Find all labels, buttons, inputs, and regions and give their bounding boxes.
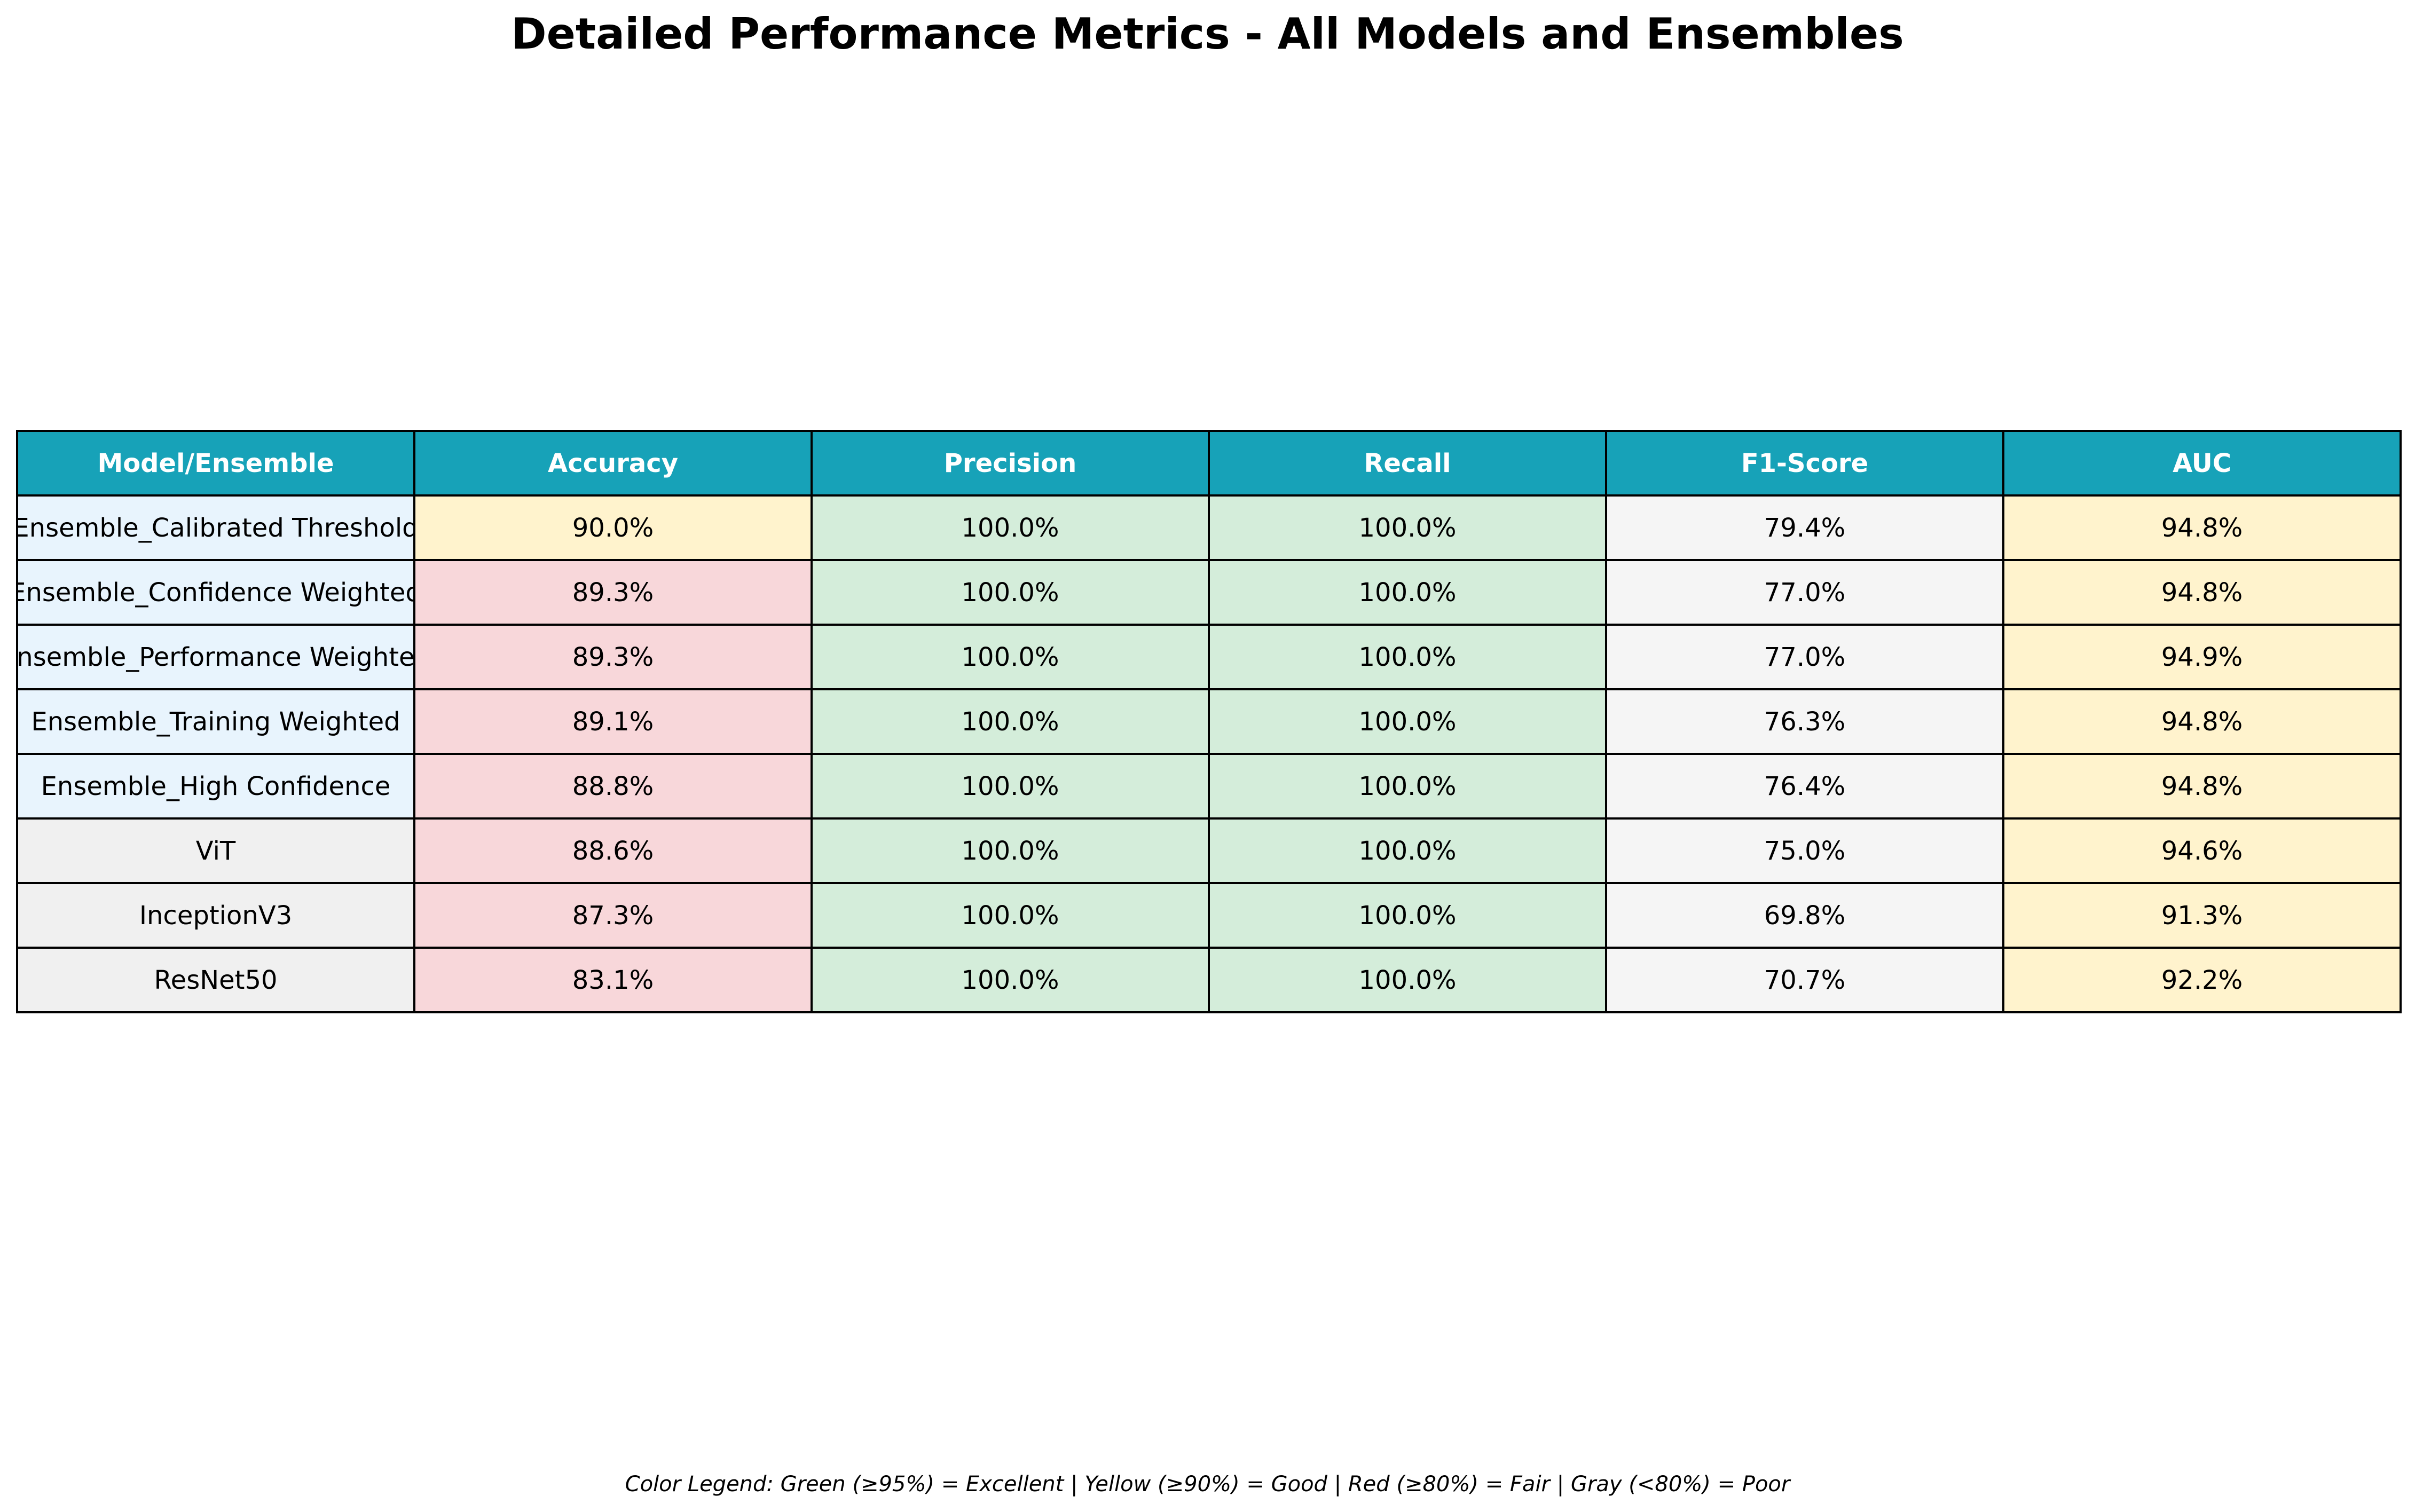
auc-cell: 94.9% [2002,624,2402,690]
accuracy-cell: 83.1% [413,947,813,1013]
metrics-table: Model/Ensemble Accuracy Precision Recall… [16,430,2402,1013]
model-name-label: Ensemble_High Confidence [41,771,391,801]
recall-cell: 100.0% [1208,688,1607,755]
model-name-cell: InceptionV3 [16,882,415,949]
precision-cell: 100.0% [811,624,1210,690]
f1-score-cell: 77.0% [1605,624,2004,690]
accuracy-cell: 90.0% [413,494,813,561]
recall-cell: 100.0% [1208,882,1607,949]
recall-cell: 100.0% [1208,494,1607,561]
recall-cell: 100.0% [1208,624,1607,690]
recall-cell: 100.0% [1208,947,1607,1013]
precision-cell: 100.0% [811,688,1210,755]
model-name-label: Ensemble_Training Weighted [31,706,400,737]
f1-score-cell: 79.4% [1605,494,2004,561]
table-row: Ensemble_Training Weighted 89.1% 100.0% 100… [16,688,2402,755]
table-row: InceptionV3 87.3% 100.0% 100.0% 69.8% 91.3% [16,882,2402,949]
column-header-accuracy: Accuracy [413,430,813,497]
model-name-label: Ensemble_Confidence Weighted [17,577,414,608]
accuracy-cell: 89.1% [413,688,813,755]
table-body: Ensemble_Calibrated Threshold 90.0% 100.0%… [16,494,2402,1013]
accuracy-cell: 88.8% [413,753,813,820]
model-name-label: Ensemble_Calibrated Threshold [17,513,414,543]
f1-score-cell: 76.4% [1605,753,2004,820]
recall-cell: 100.0% [1208,817,1607,884]
auc-cell: 94.8% [2002,688,2402,755]
accuracy-cell: 88.6% [413,817,813,884]
table-row: Ensemble_High Confidence 88.8% 100.0% 100.0… [16,753,2402,820]
auc-cell: 94.8% [2002,753,2402,820]
table-header-row: Model/Ensemble Accuracy Precision Recall… [16,430,2402,497]
auc-cell: 91.3% [2002,882,2402,949]
precision-cell: 100.0% [811,753,1210,820]
table-row: ResNet50 83.1% 100.0% 100.0% 70.7% 92.2% [16,947,2402,1013]
accuracy-cell: 89.3% [413,624,813,690]
model-name-label: ViT [195,836,236,866]
precision-cell: 100.0% [811,494,1210,561]
accuracy-cell: 87.3% [413,882,813,949]
f1-score-cell: 69.8% [1605,882,2004,949]
auc-cell: 94.6% [2002,817,2402,884]
f1-score-cell: 77.0% [1605,559,2004,626]
model-name-cell: Ensemble_High Confidence [16,753,415,820]
model-name-label: InceptionV3 [139,900,293,931]
model-name-cell: ViT [16,817,415,884]
column-header-precision: Precision [811,430,1210,497]
precision-cell: 100.0% [811,947,1210,1013]
column-header-f1-score: F1-Score [1605,430,2004,497]
chart-title: Detailed Performance Metrics - All Model… [511,9,1904,59]
auc-cell: 94.8% [2002,494,2402,561]
model-name-label: ResNet50 [154,965,278,995]
precision-cell: 100.0% [811,817,1210,884]
column-header-recall: Recall [1208,430,1607,497]
table-row: ViT 88.6% 100.0% 100.0% 75.0% 94.6% [16,817,2402,884]
recall-cell: 100.0% [1208,753,1607,820]
precision-cell: 100.0% [811,882,1210,949]
table-row: Ensemble_Calibrated Threshold 90.0% 100.0%… [16,494,2402,561]
column-header-auc: AUC [2002,430,2402,497]
precision-cell: 100.0% [811,559,1210,626]
f1-score-cell: 75.0% [1605,817,2004,884]
auc-cell: 94.8% [2002,559,2402,626]
model-name-cell: Ensemble_Training Weighted [16,688,415,755]
model-name-cell: Ensemble_Performance Weighted [16,624,415,690]
model-name-label: Ensemble_Performance Weighted [17,642,414,672]
accuracy-cell: 89.3% [413,559,813,626]
f1-score-cell: 76.3% [1605,688,2004,755]
auc-cell: 92.2% [2002,947,2402,1013]
model-name-cell: Ensemble_Calibrated Threshold [16,494,415,561]
table-row: Ensemble_Confidence Weighted 89.3% 100.0% 1… [16,559,2402,626]
column-header-model: Model/Ensemble [16,430,415,497]
f1-score-cell: 70.7% [1605,947,2004,1013]
color-legend-note: Color Legend: Green (≥95%) = Excellent |… [625,1472,1790,1497]
model-name-cell: ResNet50 [16,947,415,1013]
recall-cell: 100.0% [1208,559,1607,626]
model-name-cell: Ensemble_Confidence Weighted [16,559,415,626]
table-row: Ensemble_Performance Weighted 89.3% 100.0%… [16,624,2402,690]
